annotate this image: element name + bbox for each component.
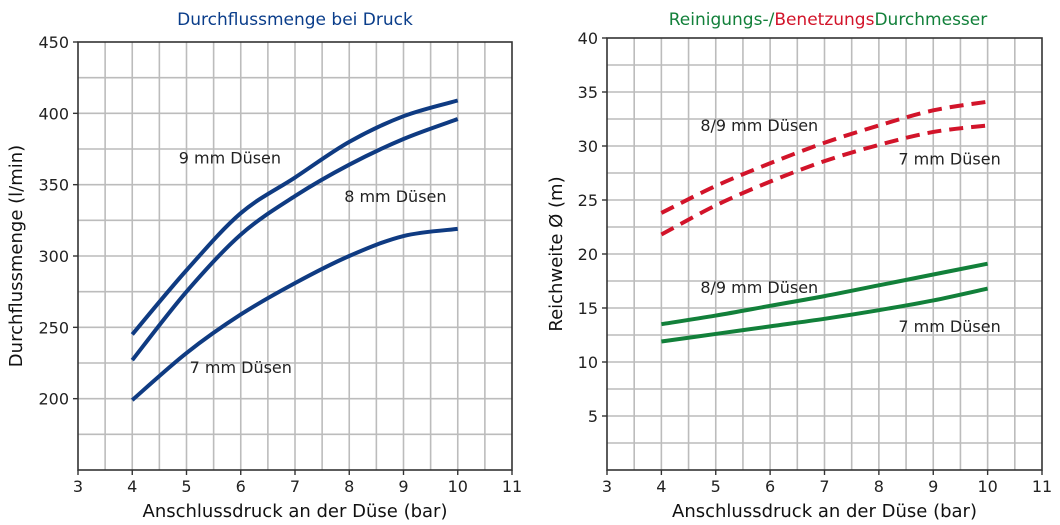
y-tick-label: 5 [588, 407, 598, 426]
x-tick-label: 3 [602, 477, 612, 496]
x-axis-label: Anschlussdruck an der Düse (bar) [672, 501, 977, 522]
y-tick-label: 25 [578, 191, 598, 210]
chart-title: Reinigungs-/BenetzungsDurchmesser [669, 10, 988, 30]
x-tick-label: 5 [181, 477, 191, 496]
y-tick-label: 15 [578, 299, 598, 318]
x-tick-label: 9 [928, 477, 938, 496]
series-line-1 [130, 98, 459, 336]
y-tick-label: 350 [38, 176, 69, 195]
x-tick-label: 4 [656, 477, 666, 496]
x-tick-label: 6 [765, 477, 775, 496]
chart-panel-2: Reinigungs-/BenetzungsDurchmesser 3 4 5 6 7 8 9… [546, 10, 1052, 522]
curve-label: 8/9 mm Düsen [700, 278, 818, 297]
curve-label: 7 mm Düsen [898, 149, 1000, 168]
y-tick-label: 400 [38, 104, 69, 123]
x-axis-label: Anschlussdruck an der Düse (bar) [143, 501, 448, 522]
x-tick-label: 8 [874, 477, 884, 496]
x-tick-label: 5 [711, 477, 721, 496]
chart-panel-1: Durchflussmenge bei Druck 3 4 5 6 7 8 9 10 11 200 2… [6, 10, 522, 522]
y-tick-label: 250 [38, 318, 69, 337]
curve-label: 8 mm Düsen [344, 187, 446, 206]
curve-label: 7 mm Düsen [898, 317, 1000, 336]
x-tick-label: 10 [977, 477, 997, 496]
y-tick-label: 30 [578, 137, 598, 156]
x-tick-label: 4 [127, 477, 137, 496]
y-tick-label: 450 [38, 33, 69, 52]
chart-title: Durchflussmenge bei Druck [177, 10, 413, 30]
chart-title-part: Durchmesser [874, 10, 987, 30]
x-tick-label: 8 [344, 477, 354, 496]
x-tick-label: 3 [73, 477, 83, 496]
series-line-2 [660, 123, 988, 237]
y-tick-label: 40 [578, 29, 598, 48]
y-axis-label: Durchflussmenge (l/min) [6, 145, 27, 367]
x-tick-label: 11 [1032, 477, 1052, 496]
x-tick-label: 10 [448, 477, 468, 496]
series-line-2 [130, 117, 459, 362]
x-tick-label: 7 [290, 477, 300, 496]
y-tick-label: 20 [578, 245, 598, 264]
y-axis-label: Reichweite Ø (m) [546, 176, 567, 331]
x-tick-label: 7 [819, 477, 829, 496]
y-tick-label: 300 [38, 247, 69, 266]
curve-label: 9 mm Düsen [179, 148, 281, 167]
x-tick-label: 11 [502, 477, 522, 496]
series-line-4 [661, 286, 989, 344]
curve-label: 8/9 mm Düsen [700, 116, 818, 135]
chart-title-part: Reinigungs-/ [669, 10, 775, 30]
series-line-1 [660, 99, 988, 215]
chart-title-part: Durchflussmenge bei Druck [177, 10, 413, 30]
y-tick-label: 10 [578, 353, 598, 372]
series-line-3 [130, 226, 459, 402]
x-tick-label: 9 [398, 477, 408, 496]
series-line-3 [661, 261, 989, 327]
y-tick-label: 200 [38, 390, 69, 409]
chart-title-part: Benetzungs [774, 10, 874, 30]
curve-label: 7 mm Düsen [190, 358, 292, 377]
y-tick-label: 35 [578, 83, 598, 102]
x-tick-label: 6 [236, 477, 246, 496]
